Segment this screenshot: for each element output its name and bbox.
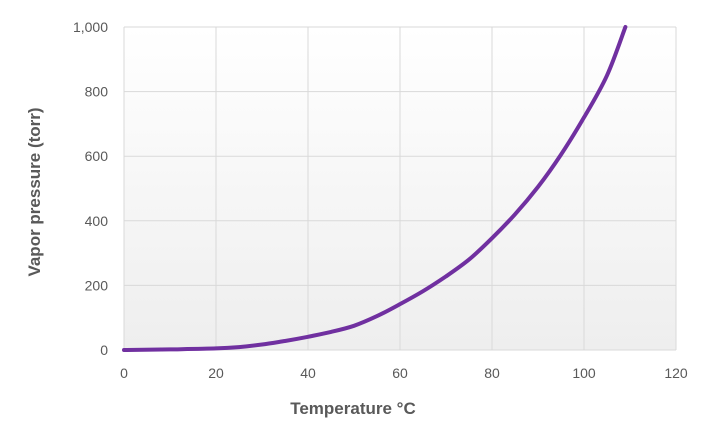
x-tick-label: 80 (484, 365, 500, 381)
x-tick-label: 100 (572, 365, 596, 381)
tick-labels: 0 20 40 60 80 100 120 0 200 400 600 800 1,000 (73, 19, 688, 381)
y-tick-label: 400 (85, 213, 109, 229)
x-axis-title: Temperature °C (290, 399, 416, 418)
y-tick-label: 600 (85, 148, 109, 164)
series-layer (122, 25, 628, 352)
y-tick-label: 200 (85, 277, 109, 293)
x-tick-label: 60 (392, 365, 408, 381)
x-tick-label: 20 (208, 365, 224, 381)
y-tick-label: 1,000 (73, 19, 108, 35)
x-tick-label: 0 (120, 365, 128, 381)
y-tick-label: 0 (100, 342, 108, 358)
y-axis-title: Vapor pressure (torr) (25, 107, 44, 276)
y-tick-label: 800 (85, 84, 109, 100)
x-tick-label: 120 (664, 365, 688, 381)
series-line (122, 25, 628, 352)
x-tick-label: 40 (300, 365, 316, 381)
